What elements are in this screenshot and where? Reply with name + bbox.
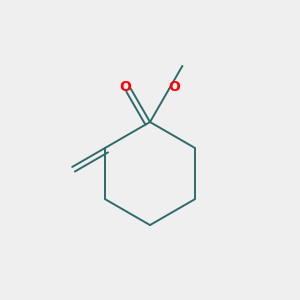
Text: O: O [120, 80, 131, 94]
Text: O: O [169, 80, 180, 94]
